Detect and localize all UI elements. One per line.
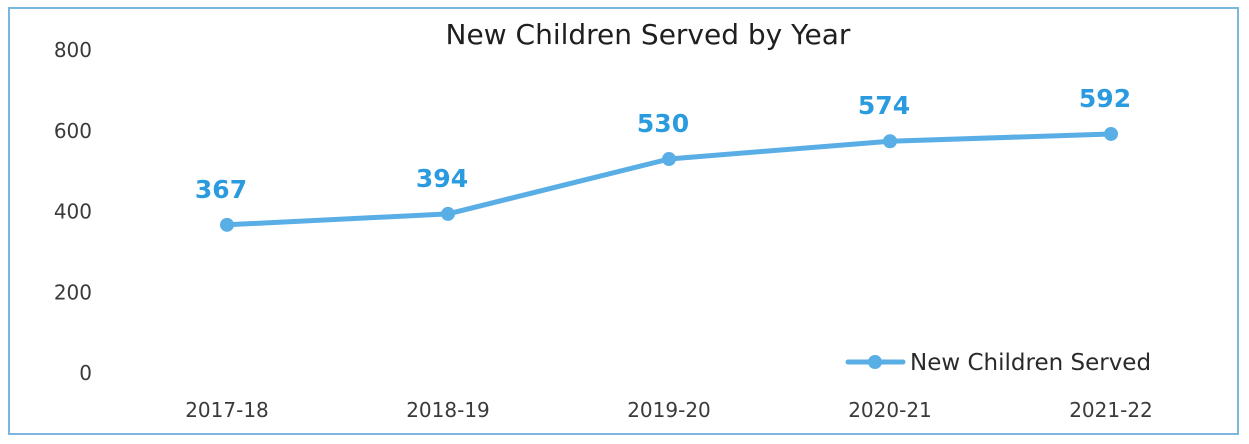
data-label: 574 <box>858 91 910 120</box>
y-axis-ticks: 0 200 400 600 800 <box>54 38 92 385</box>
data-label: 530 <box>637 109 689 138</box>
legend-label: New Children Served <box>910 350 1151 376</box>
data-point <box>883 134 897 149</box>
data-label: 592 <box>1079 84 1131 113</box>
x-axis-ticks: 2017-18 2018-19 2019-20 2020-21 2021-22 <box>185 398 1153 422</box>
chart-frame <box>8 7 1239 435</box>
data-point <box>1104 126 1118 141</box>
series-line <box>224 131 1114 228</box>
data-label: 367 <box>195 175 247 204</box>
chart-title: New Children Served by Year <box>446 18 851 51</box>
x-tick-label: 2021-22 <box>1069 398 1153 422</box>
x-tick-label: 2017-18 <box>185 398 269 422</box>
data-label: 394 <box>416 164 468 193</box>
legend-marker-swatch <box>868 355 882 369</box>
data-point <box>662 152 676 167</box>
data-labels: 367 394 530 574 592 <box>195 84 1131 204</box>
y-tick-label: 0 <box>79 361 92 385</box>
y-tick-label: 400 <box>54 200 92 224</box>
x-tick-label: 2018-19 <box>406 398 490 422</box>
y-tick-label: 600 <box>54 119 92 143</box>
x-tick-label: 2020-21 <box>848 398 932 422</box>
data-point <box>441 206 455 221</box>
y-tick-label: 800 <box>54 38 92 62</box>
series-markers <box>220 126 1118 232</box>
data-point <box>220 217 234 232</box>
y-tick-label: 200 <box>54 280 92 304</box>
x-tick-label: 2019-20 <box>627 398 711 422</box>
legend: New Children Served <box>845 350 1151 376</box>
